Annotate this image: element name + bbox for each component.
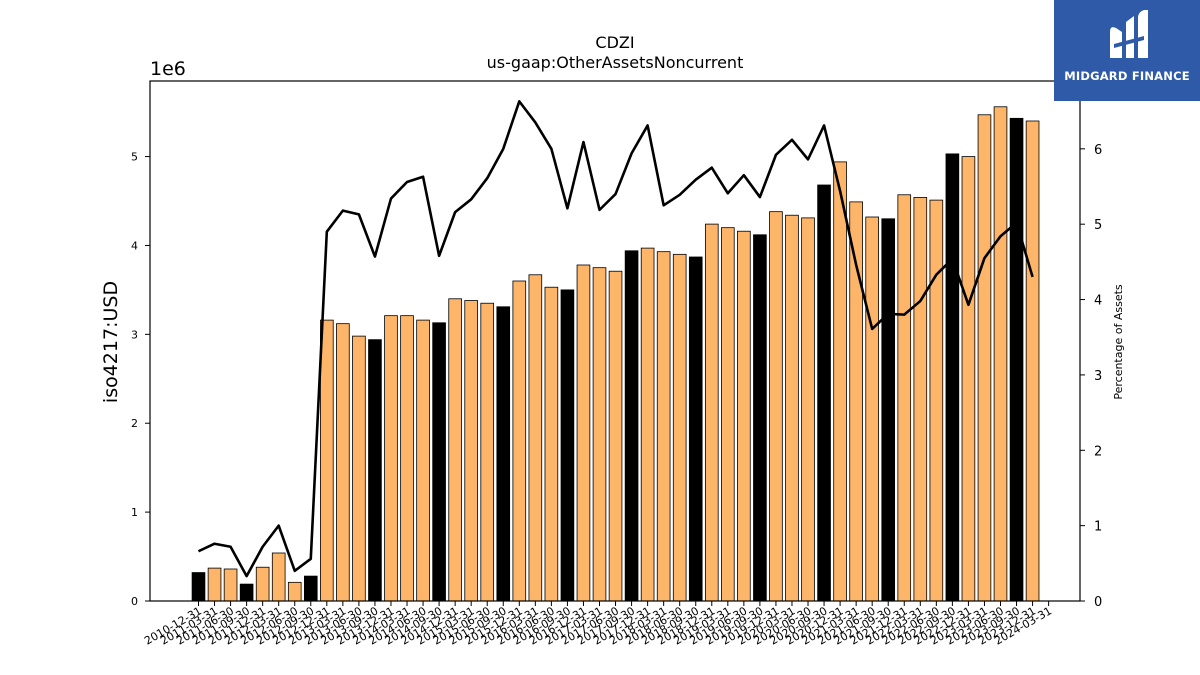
bar: [496, 306, 511, 602]
logo-mark-icon: [1110, 10, 1148, 58]
y2-tick-label: 2: [1094, 444, 1102, 459]
bar: [672, 253, 687, 602]
bar: [897, 194, 912, 602]
bar: [753, 234, 767, 602]
bars-layer: [191, 106, 1040, 602]
bar: [913, 197, 928, 602]
axes-layer: 01234501234562010-12-312011-03-312011-06…: [131, 80, 1102, 648]
y2-tick-label: 1: [1094, 520, 1102, 535]
bar: [303, 575, 318, 602]
y-tick-label: 5: [131, 151, 138, 164]
bar: [785, 214, 799, 602]
bar: [560, 289, 575, 602]
bar: [207, 567, 222, 602]
bar: [271, 552, 286, 602]
bar: [817, 184, 831, 602]
bar: [688, 256, 703, 602]
y-axis-label: iso4217:USD: [100, 281, 122, 403]
bar: [769, 211, 783, 602]
y-tick-label: 1: [131, 506, 138, 519]
line-layer: [197, 100, 1034, 578]
bar: [737, 230, 751, 602]
bar: [801, 217, 815, 602]
y-tick-label: 2: [131, 417, 138, 430]
bar: [384, 315, 398, 602]
series-line: [197, 100, 1034, 578]
bar: [640, 247, 655, 602]
bar: [336, 323, 350, 602]
chart-title: CDZI: [595, 33, 634, 52]
y2-tick-label: 0: [1094, 595, 1102, 610]
bar: [368, 339, 382, 602]
bar: [416, 319, 430, 602]
bar: [528, 274, 543, 602]
y-tick-label: 3: [131, 328, 138, 341]
bar: [191, 572, 206, 602]
bar: [929, 199, 944, 602]
bar: [352, 335, 366, 602]
bar: [576, 264, 591, 602]
y-multiplier-label: 1e6: [150, 58, 186, 80]
bar: [544, 286, 559, 602]
y2-axis-label: Percentage of Assets: [1112, 284, 1125, 400]
bar: [961, 156, 976, 602]
bar: [432, 322, 446, 602]
bar: [255, 566, 270, 602]
bar: [239, 583, 254, 602]
bar: [656, 251, 671, 602]
bar: [287, 581, 302, 602]
y2-tick-label: 3: [1094, 369, 1102, 384]
y2-tick-label: 6: [1094, 143, 1102, 158]
bar: [400, 315, 414, 602]
bar: [448, 298, 462, 602]
plot-frame: [149, 80, 1081, 602]
y2-tick-label: 5: [1094, 218, 1102, 233]
chart-subtitle: us-gaap:OtherAssetsNoncurrent: [487, 53, 744, 72]
bar: [320, 319, 334, 602]
bar: [223, 568, 238, 602]
bar: [592, 267, 607, 602]
bar: [608, 270, 623, 602]
bar: [865, 216, 879, 602]
bar: [1025, 120, 1040, 602]
y-tick-label: 0: [131, 595, 138, 608]
bar: [464, 300, 478, 602]
bar: [977, 114, 992, 602]
logo-text: MIDGARD FINANCE: [1064, 69, 1190, 83]
bar: [833, 161, 847, 602]
bar: [945, 153, 960, 602]
y2-tick-label: 4: [1094, 294, 1102, 309]
bar: [1009, 117, 1024, 602]
y-tick-label: 4: [131, 239, 138, 252]
bar: [512, 280, 527, 602]
bar: [881, 218, 896, 602]
bar: [721, 227, 735, 602]
bar: [704, 223, 719, 602]
logo: MIDGARD FINANCE: [1054, 0, 1200, 101]
bar: [624, 250, 639, 602]
bar: [480, 302, 495, 602]
bar: [993, 106, 1008, 602]
